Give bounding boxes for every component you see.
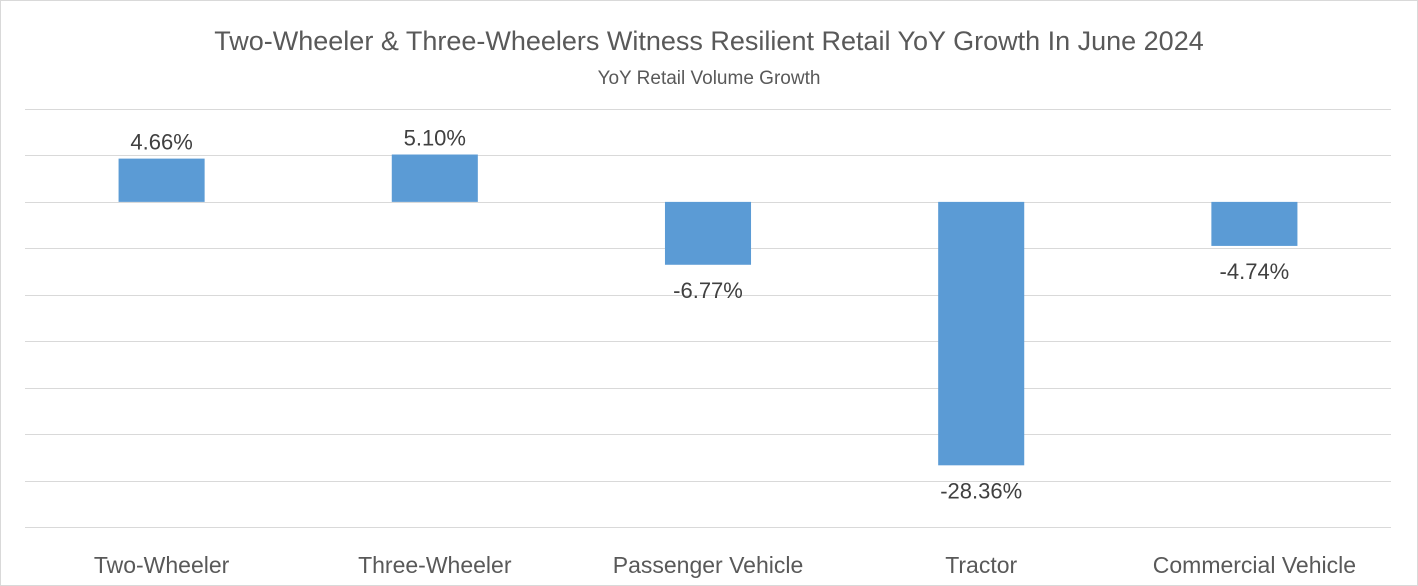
data-label-3: -28.36% xyxy=(940,478,1022,503)
bars xyxy=(118,154,1298,466)
category-label-3: Tractor xyxy=(945,552,1017,578)
chart-subtitle: YoY Retail Volume Growth xyxy=(598,68,821,89)
category-label-4: Commercial Vehicle xyxy=(1153,552,1356,578)
bar-3 xyxy=(938,201,1025,466)
bar-0 xyxy=(118,158,205,202)
bar-4 xyxy=(1211,201,1298,246)
bar-2 xyxy=(664,201,752,265)
data-label-1: 5.10% xyxy=(404,126,466,151)
category-label-2: Passenger Vehicle xyxy=(613,552,804,578)
category-label-0: Two-Wheeler xyxy=(94,552,230,578)
bar-1 xyxy=(391,154,478,202)
data-labels: 4.66% 5.10% -6.77% -28.36% -4.74% xyxy=(130,126,1289,504)
data-label-2: -6.77% xyxy=(673,278,743,303)
gridlines xyxy=(25,109,1391,528)
chart-title: Two-Wheeler & Three-Wheelers Witness Res… xyxy=(214,26,1203,56)
data-label-4: -4.74% xyxy=(1220,259,1290,284)
data-label-0: 4.66% xyxy=(130,130,192,155)
category-labels: Two-Wheeler Three-Wheeler Passenger Vehicl… xyxy=(94,552,1356,578)
category-label-1: Three-Wheeler xyxy=(358,552,512,578)
